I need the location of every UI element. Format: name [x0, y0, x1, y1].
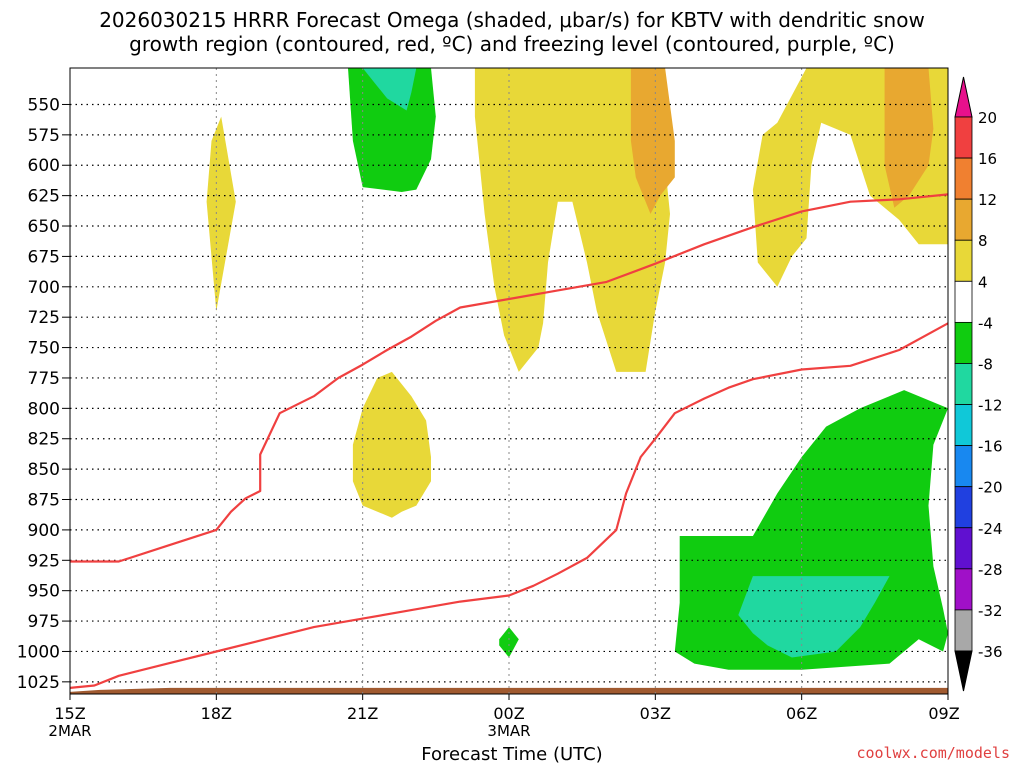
- colorbar-label-8: 8: [978, 232, 988, 250]
- y-tick-label-850: 850: [28, 460, 60, 480]
- x-tick-label-03Z: 03Z: [640, 704, 671, 723]
- colorbar-level-4-8: [954, 239, 973, 282]
- colorbar-label--12: -12: [978, 397, 1003, 415]
- y-tick-label-625: 625: [28, 187, 60, 207]
- x-tick-label-15Z: 15Z: [54, 704, 85, 723]
- title-line-2: growth region (contoured, red, ºC) and f…: [129, 32, 895, 56]
- colorbar-bottom-arrow: [954, 650, 973, 692]
- y-tick-label-775: 775: [28, 369, 60, 389]
- x-sub-label-2MAR: 2MAR: [48, 722, 91, 740]
- y-tick-label-975: 975: [28, 612, 60, 632]
- colorbar-level--28--24: [954, 527, 973, 570]
- colorbar-level--20--16: [954, 445, 973, 488]
- temperature-contours: [70, 193, 948, 689]
- omega-region-9: [738, 576, 890, 658]
- y-tick-label-550: 550: [28, 95, 60, 115]
- y-tick-label-900: 900: [28, 521, 60, 541]
- y-axis: 550 575 600 625 650 675 700 725 750 775 800 825 850 8…: [17, 95, 70, 693]
- colorbar-level--4-4: [954, 280, 973, 323]
- y-tick-label-825: 825: [28, 430, 60, 450]
- y-tick-label-600: 600: [28, 156, 60, 176]
- colorbar-level--16--12: [954, 404, 973, 447]
- y-tick-label-750: 750: [28, 339, 60, 359]
- omega-region-0: [206, 116, 236, 312]
- omega-region-7: [499, 627, 519, 658]
- y-tick-label-725: 725: [28, 308, 60, 328]
- colorbar-level--36--32: [954, 609, 973, 652]
- x-tick-label-18Z: 18Z: [201, 704, 232, 723]
- colorbar-level-16-20: [954, 116, 973, 159]
- x-tick-label-00Z: 00Z: [493, 704, 524, 723]
- omega-region-5: [884, 68, 934, 208]
- x-tick-label-09Z: 09Z: [928, 704, 959, 723]
- x-tick-label-06Z: 06Z: [786, 704, 817, 723]
- omega-region-4: [630, 68, 675, 214]
- colorbar-level--12--8: [954, 363, 973, 405]
- colorbar-level-12-16: [954, 157, 973, 200]
- y-tick-label-650: 650: [28, 217, 60, 237]
- colorbar-label--16: -16: [978, 438, 1003, 456]
- colorbar-label--24: -24: [978, 520, 1003, 538]
- omega-region-10: [362, 68, 417, 111]
- colorbar-label--4: -4: [978, 314, 993, 332]
- omega-region-6: [348, 68, 436, 192]
- colorbar-level-8-12: [954, 198, 973, 241]
- omega-shaded-regions: [206, 68, 948, 670]
- title-line-1: 2026030215 HRRR Forecast Omega (shaded, …: [99, 8, 925, 32]
- x-tick-label-21Z: 21Z: [347, 704, 378, 723]
- x-sub-label-2026: 2026: [51, 739, 89, 740]
- colorbar-label-16: 16: [978, 150, 997, 168]
- temp-contour-1: [70, 322, 948, 689]
- y-tick-label-1025: 1025: [17, 673, 60, 693]
- x-axis-label: Forecast Time (UTC): [421, 744, 603, 765]
- y-tick-label-575: 575: [28, 126, 60, 146]
- colorbar-label--20: -20: [978, 479, 1003, 497]
- colorbar-label--28: -28: [978, 561, 1003, 579]
- y-tick-label-700: 700: [28, 278, 60, 298]
- x-sub-label-3MAR: 3MAR: [487, 722, 530, 740]
- colorbar-label--32: -32: [978, 602, 1003, 620]
- y-tick-label-1000: 1000: [17, 642, 60, 662]
- colorbar-level--32--28: [954, 568, 973, 611]
- y-tick-label-675: 675: [28, 247, 60, 267]
- colorbar-label-12: 12: [978, 191, 997, 209]
- colorbar-label--36: -36: [978, 643, 1003, 661]
- y-tick-label-925: 925: [28, 551, 60, 571]
- colorbar-label-20: 20: [978, 109, 997, 127]
- terrain-fill: [70, 687, 948, 694]
- y-tick-label-800: 800: [28, 399, 60, 419]
- omega-cross-section-chart: 550 575 600 625 650 675 700 725 750 775 800 825 850 8…: [17, 67, 1003, 740]
- colorbar-level--24--20: [954, 486, 973, 529]
- colorbar-label-4: 4: [978, 273, 988, 291]
- temp-contour-0: [70, 193, 948, 563]
- credit-text: coolwx.com/models: [856, 744, 1010, 762]
- colorbar: 20 16 12 8 4 -4 -8 -12 -16 -20 -24 -28 -32 -36: [954, 76, 1003, 692]
- omega-region-3: [352, 371, 431, 518]
- terrain-layer: [70, 687, 948, 694]
- chart-title: 2026030215 HRRR Forecast Omega (shaded, …: [0, 8, 1024, 56]
- grid-lines: [70, 68, 948, 694]
- omega-region-8: [674, 390, 948, 670]
- y-tick-label-875: 875: [28, 491, 60, 511]
- y-tick-label-950: 950: [28, 582, 60, 602]
- colorbar-label--8: -8: [978, 355, 993, 373]
- colorbar-level--8--4: [954, 321, 973, 364]
- colorbar-top-arrow: [954, 76, 973, 118]
